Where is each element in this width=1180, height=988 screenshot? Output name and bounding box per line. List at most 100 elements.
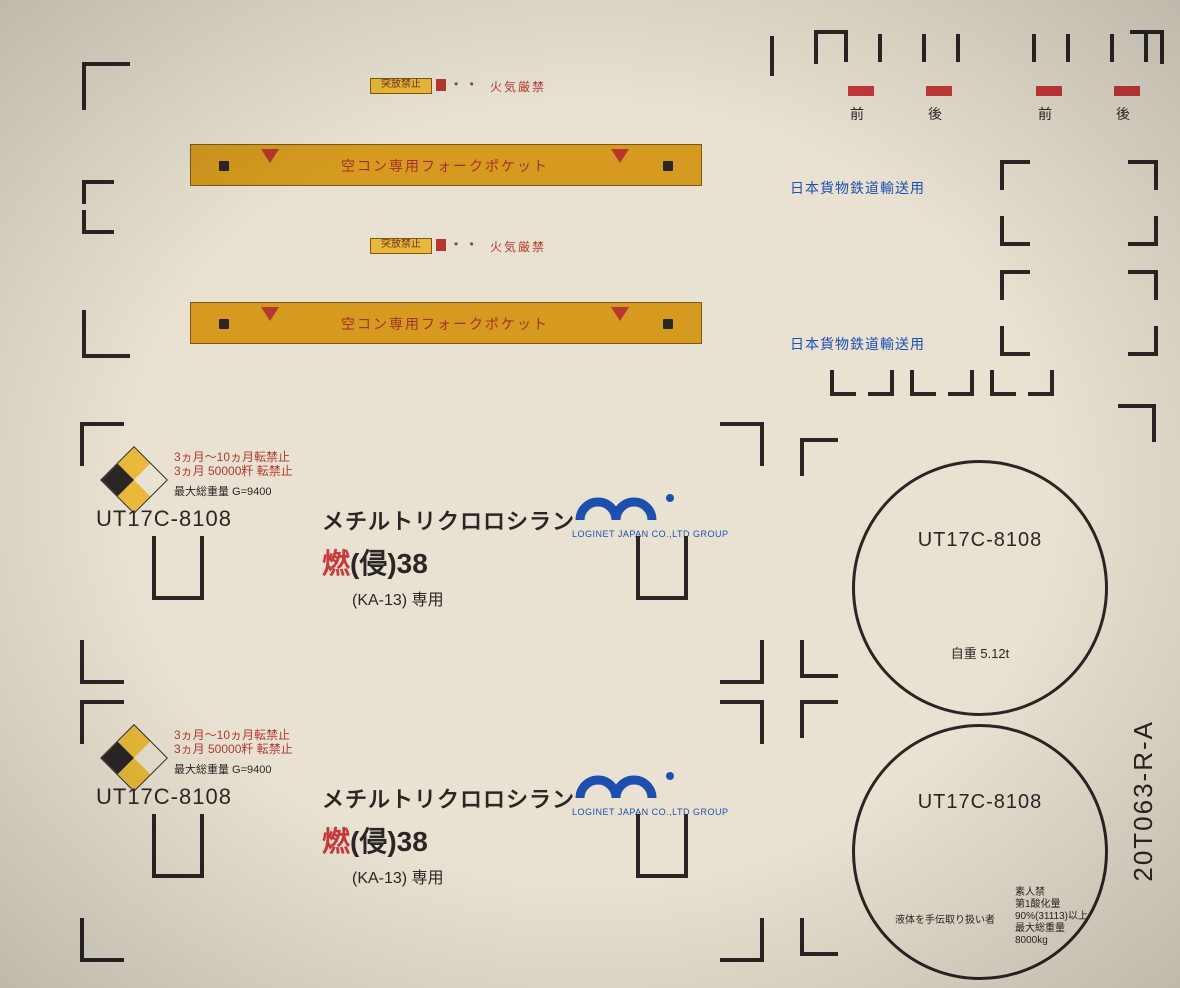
decal-sheet: 前 後 前 後 日本貨物鉄道輸送用 日本貨物鉄道輸送用 突放禁止 • • 火気厳… <box>0 0 1180 988</box>
blue-side-label: 日本貨物鉄道輸送用 <box>790 334 925 354</box>
crop-notch <box>82 180 114 204</box>
header-caption: 前 <box>1038 104 1054 124</box>
fork-pocket-warning-strip: 空コン専用フォークポケット <box>190 302 702 344</box>
end-plate-note: 液体を手伝取り扱い者 <box>885 915 995 927</box>
header-caption: 前 <box>850 104 866 124</box>
crop-corner <box>82 310 130 358</box>
tick-mark <box>878 34 882 62</box>
hazard-warning-text: 火気厳禁 <box>490 238 546 255</box>
tick-mark <box>922 34 926 62</box>
tank-side-panel: 3ヵ月～10ヵ月転禁止 3ヵ月 50000粁 転禁止 最大総重量 G=9400 … <box>96 448 756 668</box>
hazard-strip: 突放禁止 • • 火気厳禁 <box>370 238 650 258</box>
blue-side-label: 日本貨物鉄道輸送用 <box>790 178 925 198</box>
crop-corner <box>1118 404 1156 442</box>
crop-corner <box>82 62 130 110</box>
crop-corner <box>990 370 1016 396</box>
note-line: 90%(31113)以上 <box>1015 911 1095 923</box>
end-plate-weight: 自重 5.12t <box>855 643 1105 662</box>
crop-corner <box>868 370 894 396</box>
crop-corner <box>910 370 936 396</box>
hazard-diamond-icon <box>100 446 168 514</box>
ka-spec: (KA-13) 専用 <box>352 586 444 610</box>
sheet-code: 20T063-R-A <box>1128 720 1159 882</box>
tick-mark <box>1110 34 1114 62</box>
owner-line: 最大総重量 G=9400 <box>174 486 272 499</box>
crop-corner <box>1000 326 1030 356</box>
tank-end-plate: UT17C-8108 自重 5.12t <box>852 460 1108 716</box>
note-line: 最大総重量8000kg <box>1015 923 1095 947</box>
tick-mark <box>1032 34 1036 62</box>
red-marker <box>1114 86 1140 96</box>
rating-kanji: 燃 <box>322 826 350 857</box>
crop-corner <box>770 36 814 76</box>
fork-bracket <box>152 536 204 600</box>
container-code: UT17C-8108 <box>96 506 232 532</box>
header-caption: 後 <box>928 104 944 124</box>
hazard-rating: 燃(侵)38 <box>322 820 428 860</box>
crop-corner <box>948 370 974 396</box>
fork-pocket-warning-strip: 空コン専用フォークポケット <box>190 144 702 186</box>
hazard-box: 突放禁止 <box>370 78 432 94</box>
restriction-line: 3ヵ月 50000粁 転禁止 <box>174 464 293 478</box>
crop-corner <box>1028 370 1054 396</box>
loginet-logo-icon <box>572 484 692 528</box>
hazard-dots: • • <box>454 77 478 91</box>
warning-triangle-icon <box>611 149 629 163</box>
red-marker <box>848 86 874 96</box>
owner-line: 最大総重量 G=9400 <box>174 764 272 777</box>
restriction-line: 3ヵ月～10ヵ月転禁止 <box>174 728 290 742</box>
tick-mark <box>956 34 960 62</box>
hazard-strip: 突放禁止 • • 火気厳禁 <box>370 78 650 98</box>
warn-dot <box>219 161 229 171</box>
rating-num: 38 <box>397 826 428 857</box>
red-marker <box>1036 86 1062 96</box>
warning-triangle-icon <box>261 307 279 321</box>
rating-kanji: 燃 <box>322 548 350 579</box>
hazard-red-square <box>436 79 446 91</box>
crop-corner <box>1128 160 1158 190</box>
warn-dot <box>219 319 229 329</box>
chemical-name: メチルトリクロロシラン <box>322 504 575 536</box>
restriction-line: 3ヵ月 50000粁 転禁止 <box>174 742 293 756</box>
loginet-logo-icon <box>572 762 692 806</box>
crop-corner <box>1128 216 1158 246</box>
end-plate-code: UT17C-8108 <box>855 529 1105 552</box>
restriction-line: 3ヵ月～10ヵ月転禁止 <box>174 450 290 464</box>
warn-strip-text: 空コン専用フォークポケット <box>341 156 549 176</box>
crop-corner <box>830 370 856 396</box>
crop-corner <box>1128 326 1158 356</box>
tank-side-panel: 3ヵ月～10ヵ月転禁止 3ヵ月 50000粁 転禁止 最大総重量 G=9400 … <box>96 726 756 946</box>
hazard-box: 突放禁止 <box>370 238 432 254</box>
hazard-red-square <box>436 239 446 251</box>
warn-dot <box>663 161 673 171</box>
warn-dot <box>663 319 673 329</box>
container-code: UT17C-8108 <box>96 784 232 810</box>
rating-paren: (侵) <box>350 548 397 579</box>
fork-bracket <box>636 536 688 600</box>
note-line: 第1酸化量 <box>1015 899 1095 911</box>
warning-triangle-icon <box>261 149 279 163</box>
crop-corner <box>1000 216 1030 246</box>
end-plate-code: UT17C-8108 <box>855 791 1105 814</box>
crop-corner <box>1000 160 1030 190</box>
chemical-name: メチルトリクロロシラン <box>322 782 575 814</box>
header-caption: 後 <box>1116 104 1132 124</box>
rating-num: 38 <box>397 548 428 579</box>
hazard-warning-text: 火気厳禁 <box>490 78 546 95</box>
end-plate-note-block: 素人禁 第1酸化量 90%(31113)以上 最大総重量8000kg <box>1015 887 1095 947</box>
loginet-logo: LOGINET JAPAN CO.,LTD GROUP <box>572 484 702 539</box>
tank-end-plate: UT17C-8108 液体を手伝取り扱い者 素人禁 第1酸化量 90%(3111… <box>852 724 1108 980</box>
warn-strip-text: 空コン専用フォークポケット <box>341 314 549 334</box>
crop-corner <box>800 438 838 476</box>
crop-corner <box>800 640 838 678</box>
warning-triangle-icon <box>611 307 629 321</box>
ka-spec: (KA-13) 専用 <box>352 864 444 888</box>
note-line: 素人禁 <box>1015 887 1095 899</box>
crop-corner <box>1128 270 1158 300</box>
crop-notch <box>82 210 114 234</box>
tick-mark <box>1066 34 1070 62</box>
hazard-diamond-icon <box>100 724 168 792</box>
rating-paren: (侵) <box>350 826 397 857</box>
crop-corner <box>1130 30 1164 64</box>
crop-corner <box>800 700 838 738</box>
